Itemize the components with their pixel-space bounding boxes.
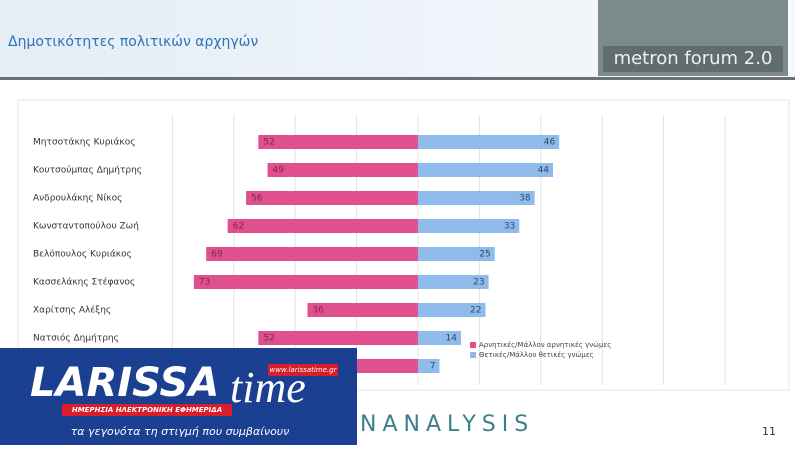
bar — [417, 331, 461, 345]
value-label: 14 — [446, 334, 458, 344]
bar — [417, 163, 554, 177]
overlay-tagline-bg — [62, 404, 232, 416]
bar — [206, 247, 418, 261]
value-label: 46 — [544, 138, 556, 148]
overlay-url-bg — [268, 364, 338, 376]
category-label: Κωνσταντοπούλου Ζωή — [33, 221, 139, 232]
page-number: 11 — [762, 425, 776, 438]
category-label: Κασσελάκης Στέφανος — [33, 277, 135, 288]
slide-title: Δημοτικότητες πολιτικών αρχηγών — [8, 34, 258, 50]
category-label: Βελόπουλος Κυριάκος — [33, 249, 132, 260]
value-label: 56 — [251, 194, 263, 204]
bar — [417, 219, 520, 233]
value-label: 69 — [211, 250, 223, 260]
overlay-name-left: LARISSA — [30, 360, 219, 406]
bar — [258, 135, 418, 149]
bar — [246, 191, 418, 205]
legend-swatch — [470, 342, 476, 348]
value-label: 36 — [312, 306, 324, 316]
bar — [307, 303, 418, 317]
bar — [267, 163, 418, 177]
value-label: 52 — [263, 334, 274, 344]
bar — [258, 331, 418, 345]
value-label: 73 — [199, 278, 210, 288]
bar — [417, 135, 560, 149]
overlay-slogan: τα γεγονότα τη στιγμή που συμβαίνουν — [71, 425, 290, 438]
legend-swatch — [470, 352, 476, 358]
value-label: 22 — [470, 306, 481, 316]
value-label: 38 — [519, 194, 531, 204]
bar — [417, 275, 489, 289]
value-label: 52 — [263, 138, 274, 148]
value-label: 44 — [538, 166, 550, 176]
bar — [417, 359, 440, 373]
overlay-url: www.larissatime.gr — [270, 366, 338, 374]
header-rule — [0, 77, 795, 80]
legend-label: Αρνητικές/Μάλλον αρνητικές γνώμες — [479, 341, 611, 349]
logo-strip — [603, 46, 783, 72]
legend-label: Θετικές/Μάλλον θετικές γνώμες — [479, 351, 594, 359]
value-label: 49 — [273, 166, 285, 176]
value-label: 7 — [430, 362, 436, 372]
value-label: 23 — [473, 278, 484, 288]
category-label: Νατσιός Δημήτρης — [33, 333, 119, 344]
bar — [227, 219, 418, 233]
category-label: Χαρίτσης Αλέξης — [33, 305, 111, 316]
category-label: Κουτσούμπας Δημήτρης — [33, 165, 142, 176]
chart: Μητσοτάκης Κυριάκος 52 46 Κουτσούμπας Δημήτ… — [33, 115, 726, 385]
bar — [417, 247, 495, 261]
overlay-logo: LARISSA time www.larissatime.gr ΗΜΕΡΗΣΙΑ… — [0, 348, 357, 445]
category-label: Ανδρουλάκης Νίκος — [33, 194, 122, 204]
bar — [417, 191, 535, 205]
value-label: 25 — [479, 250, 490, 260]
value-label: 62 — [233, 222, 244, 232]
footer-brand: NANALYSIS — [360, 412, 534, 437]
value-label: 33 — [504, 222, 515, 232]
bar — [417, 303, 486, 317]
category-label: Μητσοτάκης Κυριάκος — [33, 138, 136, 148]
bar — [193, 275, 418, 289]
logo-text: metron forum 2.0 — [614, 48, 773, 69]
overlay-tagline: ΗΜΕΡΗΣΙΑ ΗΛΕΚΤΡΟΝΙΚΗ ΕΦΗΜΕΡΙΔΑ — [72, 406, 222, 414]
